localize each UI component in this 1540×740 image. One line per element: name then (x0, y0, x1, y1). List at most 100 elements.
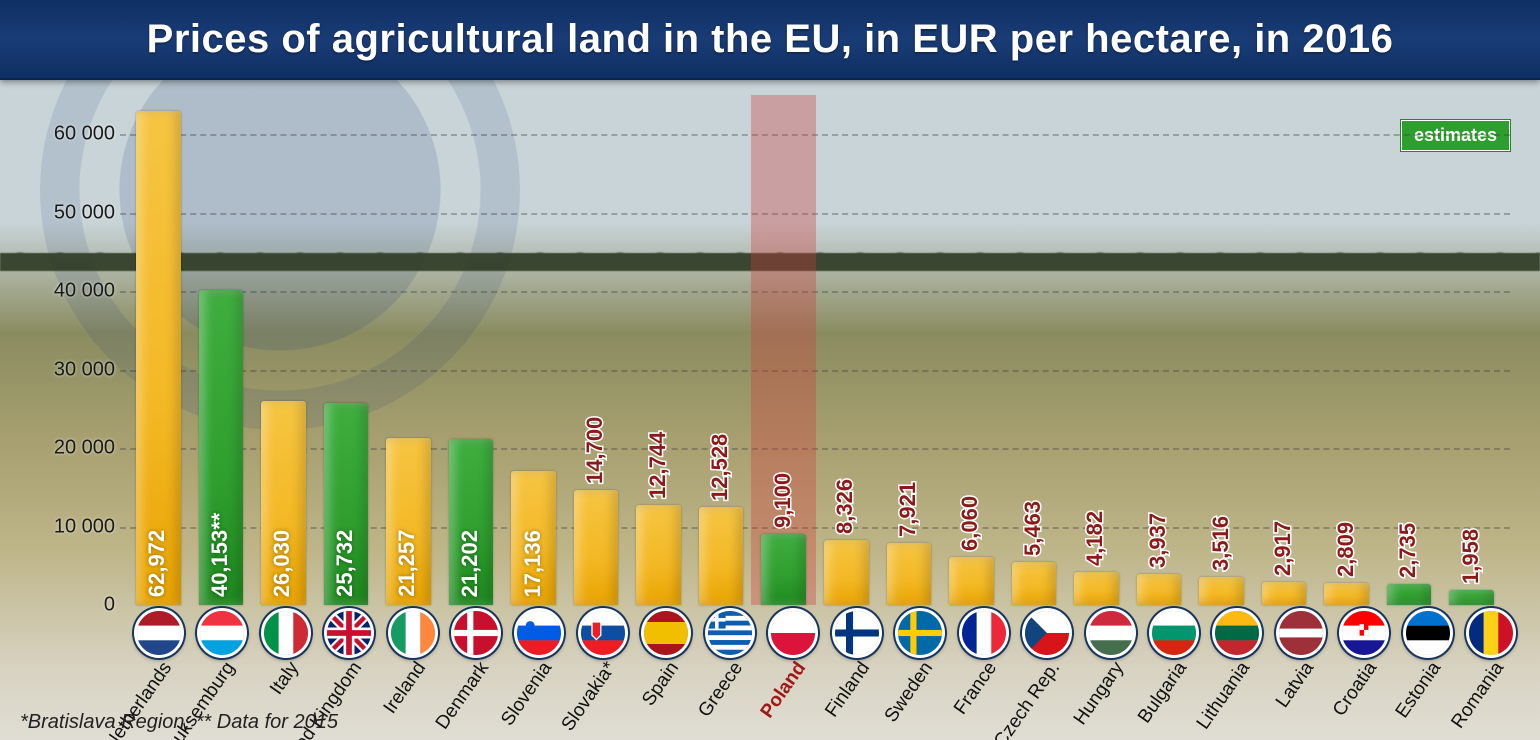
bar-value-label: 5,463 (1020, 501, 1046, 556)
country-label: France (950, 658, 1002, 719)
x-slot: Netherlands (130, 608, 187, 728)
country-label: Latvia (1272, 658, 1319, 712)
bar-slot: 40,153** (193, 95, 250, 605)
flag-icon (388, 608, 438, 658)
flag-icon (197, 608, 247, 658)
bar (761, 534, 806, 605)
x-slot: Hungary (1082, 608, 1139, 728)
bar-value-label: 2,809 (1333, 522, 1359, 577)
bar-slot: 21,257 (380, 95, 437, 605)
bar-value-label: 62,972 (144, 530, 170, 597)
bar (1449, 590, 1494, 605)
y-tick-label: 40 000 (50, 280, 115, 303)
flag-icon (514, 608, 564, 658)
x-slot: Italy (257, 608, 314, 728)
bar-value-label: 3,937 (1145, 513, 1171, 568)
bar-slot: 9,100 (755, 95, 812, 605)
flag-icon (578, 608, 628, 658)
bar (824, 540, 869, 605)
x-slot: Finland (828, 608, 885, 728)
x-slot: Lithuania (1209, 608, 1266, 728)
bar-value-label: 17,136 (520, 530, 546, 597)
country-label: Estonia (1391, 658, 1445, 723)
bar-slot: 21,202 (443, 95, 500, 605)
flag-icon (1149, 608, 1199, 658)
x-slot: Denmark (447, 608, 504, 728)
bar-slot: 5,463 (1006, 95, 1063, 605)
y-tick-label: 10 000 (50, 515, 115, 538)
bar-value-label: 3,516 (1208, 516, 1234, 571)
flag-icon (1466, 608, 1516, 658)
x-slot: Romania (1463, 608, 1520, 728)
flag-icon (1212, 608, 1262, 658)
flag-icon (134, 608, 184, 658)
x-slot: Poland (765, 608, 822, 728)
country-label: Hungary (1069, 658, 1128, 729)
x-slot: Estonia (1399, 608, 1456, 728)
bar (1324, 583, 1369, 605)
y-tick-label: 0 (50, 594, 115, 617)
bar-value-label: 4,182 (1082, 511, 1108, 566)
bar-value-label: 14,700 (582, 416, 608, 483)
x-slot: Croatia (1336, 608, 1393, 728)
flag-icon (1403, 608, 1453, 658)
flag-icon (895, 608, 945, 658)
flag-icon (324, 608, 374, 658)
bar-slot: 3,516 (1193, 95, 1250, 605)
bar-slot: 25,732 (318, 95, 375, 605)
highlight-column (751, 95, 816, 605)
bar-slot: 4,182 (1068, 95, 1125, 605)
bar-slot: 2,917 (1256, 95, 1313, 605)
chart-title: Prices of agricultural land in the EU, i… (147, 17, 1394, 62)
bar-slot: 14,700 (568, 95, 625, 605)
flag-icon (959, 608, 1009, 658)
country-label: Poland (757, 658, 811, 723)
country-label: Croatia (1329, 658, 1382, 721)
bar-value-label: 12,744 (645, 432, 671, 499)
x-slot: Luksemburg (193, 608, 250, 728)
x-slot: Slovenia (511, 608, 568, 728)
bar-value-label: 9,100 (770, 473, 796, 528)
country-label: Romania (1448, 658, 1510, 733)
x-slot: Bulgaria (1145, 608, 1202, 728)
bar-slot: 7,921 (881, 95, 938, 605)
bar-slot: 6,060 (943, 95, 1000, 605)
flag-icon (641, 608, 691, 658)
bar-value-label: 7,921 (895, 482, 921, 537)
bar-slot: 17,136 (505, 95, 562, 605)
bar-value-label: 8,326 (832, 479, 858, 534)
bar-value-label: 40,153** (207, 513, 233, 597)
flag-icon (768, 608, 818, 658)
bar-value-label: 21,202 (457, 530, 483, 597)
country-label: Bulgaria (1134, 658, 1192, 728)
bar-value-label: 2,917 (1270, 521, 1296, 576)
plot-area: 010 00020 00030 00040 00050 00060 000 62… (60, 95, 1510, 605)
country-label: Sweden (881, 658, 938, 727)
flag-icon (1022, 608, 1072, 658)
footnote: *Bratislava Region; ** Data for 2015 (20, 711, 338, 734)
bar-value-label: 1,958 (1458, 529, 1484, 584)
infographic-frame: Prices of agricultural land in the EU, i… (0, 0, 1540, 740)
x-slot: Sweden (891, 608, 948, 728)
x-slot: Latvia (1272, 608, 1329, 728)
bar-slot: 2,735 (1381, 95, 1438, 605)
x-slot: Slovakia* (574, 608, 631, 728)
bar (1387, 584, 1432, 605)
flag-icon (1276, 608, 1326, 658)
x-slot: Czech Rep. (1018, 608, 1075, 728)
bar-slot: 3,937 (1131, 95, 1188, 605)
bar (1012, 562, 1057, 605)
bar (1199, 577, 1244, 605)
x-slot: United Kingdom (320, 608, 377, 728)
country-label: Slovenia (498, 658, 558, 730)
bar-slot: 2,809 (1318, 95, 1375, 605)
bar-value-label: 25,732 (332, 530, 358, 597)
bar-value-label: 26,030 (269, 530, 295, 597)
x-slot: Ireland (384, 608, 441, 728)
bar-value-label: 2,735 (1395, 522, 1421, 577)
bar (887, 543, 932, 605)
bar-slot: 12,528 (693, 95, 750, 605)
bar (636, 505, 681, 605)
bar-value-label: 6,060 (957, 496, 983, 551)
flag-icon (451, 608, 501, 658)
